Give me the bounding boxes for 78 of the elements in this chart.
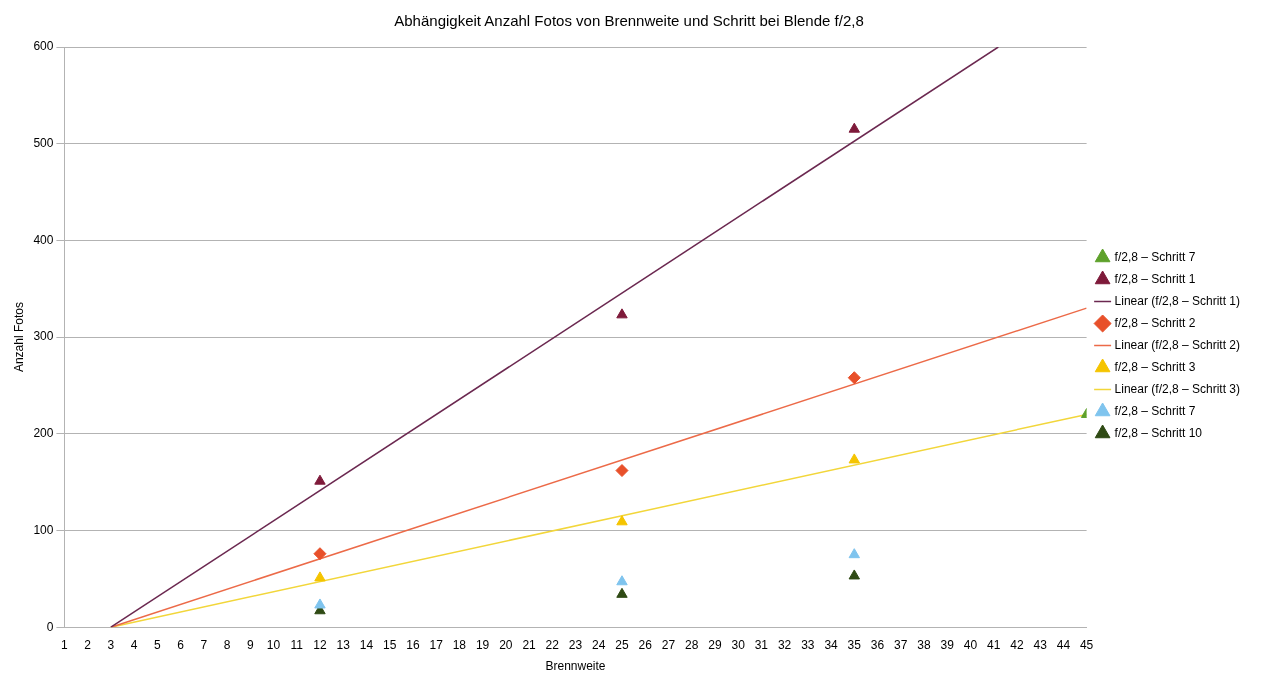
x-tick-label: 10 xyxy=(266,637,281,652)
x-tick-label: 24 xyxy=(592,637,606,652)
point xyxy=(848,453,860,464)
point xyxy=(616,308,628,319)
x-tick-label: 39 xyxy=(940,637,955,652)
chart-title: Abhängigkeit Anzahl Fotos von Brennweite und Schritt bei Blende f/2,8 xyxy=(394,12,864,30)
point xyxy=(314,598,326,609)
x-tick-label: 19 xyxy=(475,637,490,652)
x-tick-label: 6 xyxy=(177,637,185,652)
point xyxy=(848,569,860,580)
x-tick-label: 9 xyxy=(246,637,254,652)
x-tick-label: 34 xyxy=(824,637,839,652)
y-tick-label: 200 xyxy=(33,426,54,441)
x-tick-label: 15 xyxy=(382,637,397,652)
x-tick-label: 33 xyxy=(801,637,815,652)
legend-label: f/2,8 – Schritt 1 xyxy=(1114,271,1196,286)
x-tick-label: 41 xyxy=(987,637,1001,652)
legend-label: f/2,8 – Schritt 2 xyxy=(1114,315,1196,330)
x-tick-label: 23 xyxy=(568,637,583,652)
y-tick-label: 400 xyxy=(33,232,54,247)
x-tick-label: 30 xyxy=(731,637,746,652)
point xyxy=(616,575,628,586)
x-tick-label: 40 xyxy=(963,637,978,652)
x-tick-label: 29 xyxy=(708,637,722,652)
x-tick-label: 32 xyxy=(777,637,792,652)
x-tick-label: 21 xyxy=(522,637,537,652)
x-tick-label: 7 xyxy=(200,637,208,652)
point xyxy=(848,122,860,133)
legend-label: Linear (f/2,8 – Schritt 2) xyxy=(1114,337,1240,352)
y-tick-label: 300 xyxy=(33,329,54,344)
x-tick-label: 31 xyxy=(754,637,769,652)
x-tick-label: 26 xyxy=(638,637,653,652)
legend-label: f/2,8 – Schritt 7 xyxy=(1114,249,1196,264)
x-tick-label: 25 xyxy=(615,637,629,652)
x-tick-label: 28 xyxy=(684,637,699,652)
x-tick-label: 20 xyxy=(499,637,513,652)
y-tick-label: 500 xyxy=(33,136,54,151)
y-tick-label: 100 xyxy=(33,522,54,537)
point xyxy=(848,548,860,559)
y-tick-label: 0 xyxy=(46,619,54,634)
legend-label: Linear (f/2,8 – Schritt 3) xyxy=(1114,381,1240,396)
legend-label: f/2,8 – Schritt 7 xyxy=(1114,403,1196,418)
point xyxy=(615,464,629,478)
x-axis-title: Brennweite xyxy=(545,659,606,674)
x-tick-label: 11 xyxy=(290,637,304,652)
x-tick-label: 35 xyxy=(847,637,862,652)
x-tick-label: 1 xyxy=(61,637,69,652)
x-tick-label: 13 xyxy=(336,637,351,652)
legend-label: Linear (f/2,8 – Schritt 1) xyxy=(1114,293,1240,308)
x-tick-label: 38 xyxy=(917,637,931,652)
x-tick-label: 4 xyxy=(130,637,138,652)
legend-label: f/2,8 – Schritt 3 xyxy=(1114,359,1196,374)
x-tick-label: 45 xyxy=(1079,637,1094,652)
x-tick-label: 43 xyxy=(1033,637,1048,652)
point xyxy=(616,587,628,598)
point xyxy=(314,571,326,582)
point xyxy=(313,547,327,561)
x-tick-label: 14 xyxy=(359,637,374,652)
point xyxy=(314,474,326,485)
x-tick-label: 36 xyxy=(870,637,885,652)
x-tick-label: 3 xyxy=(107,637,115,652)
x-tick-label: 42 xyxy=(1010,637,1024,652)
x-tick-label: 12 xyxy=(313,637,327,652)
legend-label: f/2,8 – Schritt 10 xyxy=(1114,425,1203,440)
point xyxy=(847,371,861,385)
x-tick-label: 5 xyxy=(154,637,161,652)
y-tick-label: 600 xyxy=(33,39,54,54)
x-tick-label: 8 xyxy=(223,637,231,652)
point xyxy=(616,515,628,526)
x-tick-label: 17 xyxy=(429,637,444,652)
x-tick-label: 16 xyxy=(406,637,420,652)
x-tick-label: 22 xyxy=(545,637,560,652)
x-tick-label: 44 xyxy=(1056,637,1071,652)
y-axis-title: Anzahl Fotos xyxy=(11,302,26,373)
x-tick-label: 27 xyxy=(661,637,676,652)
x-tick-label: 37 xyxy=(894,637,908,652)
x-tick-label: 18 xyxy=(452,637,467,652)
x-tick-label: 2 xyxy=(84,637,92,652)
